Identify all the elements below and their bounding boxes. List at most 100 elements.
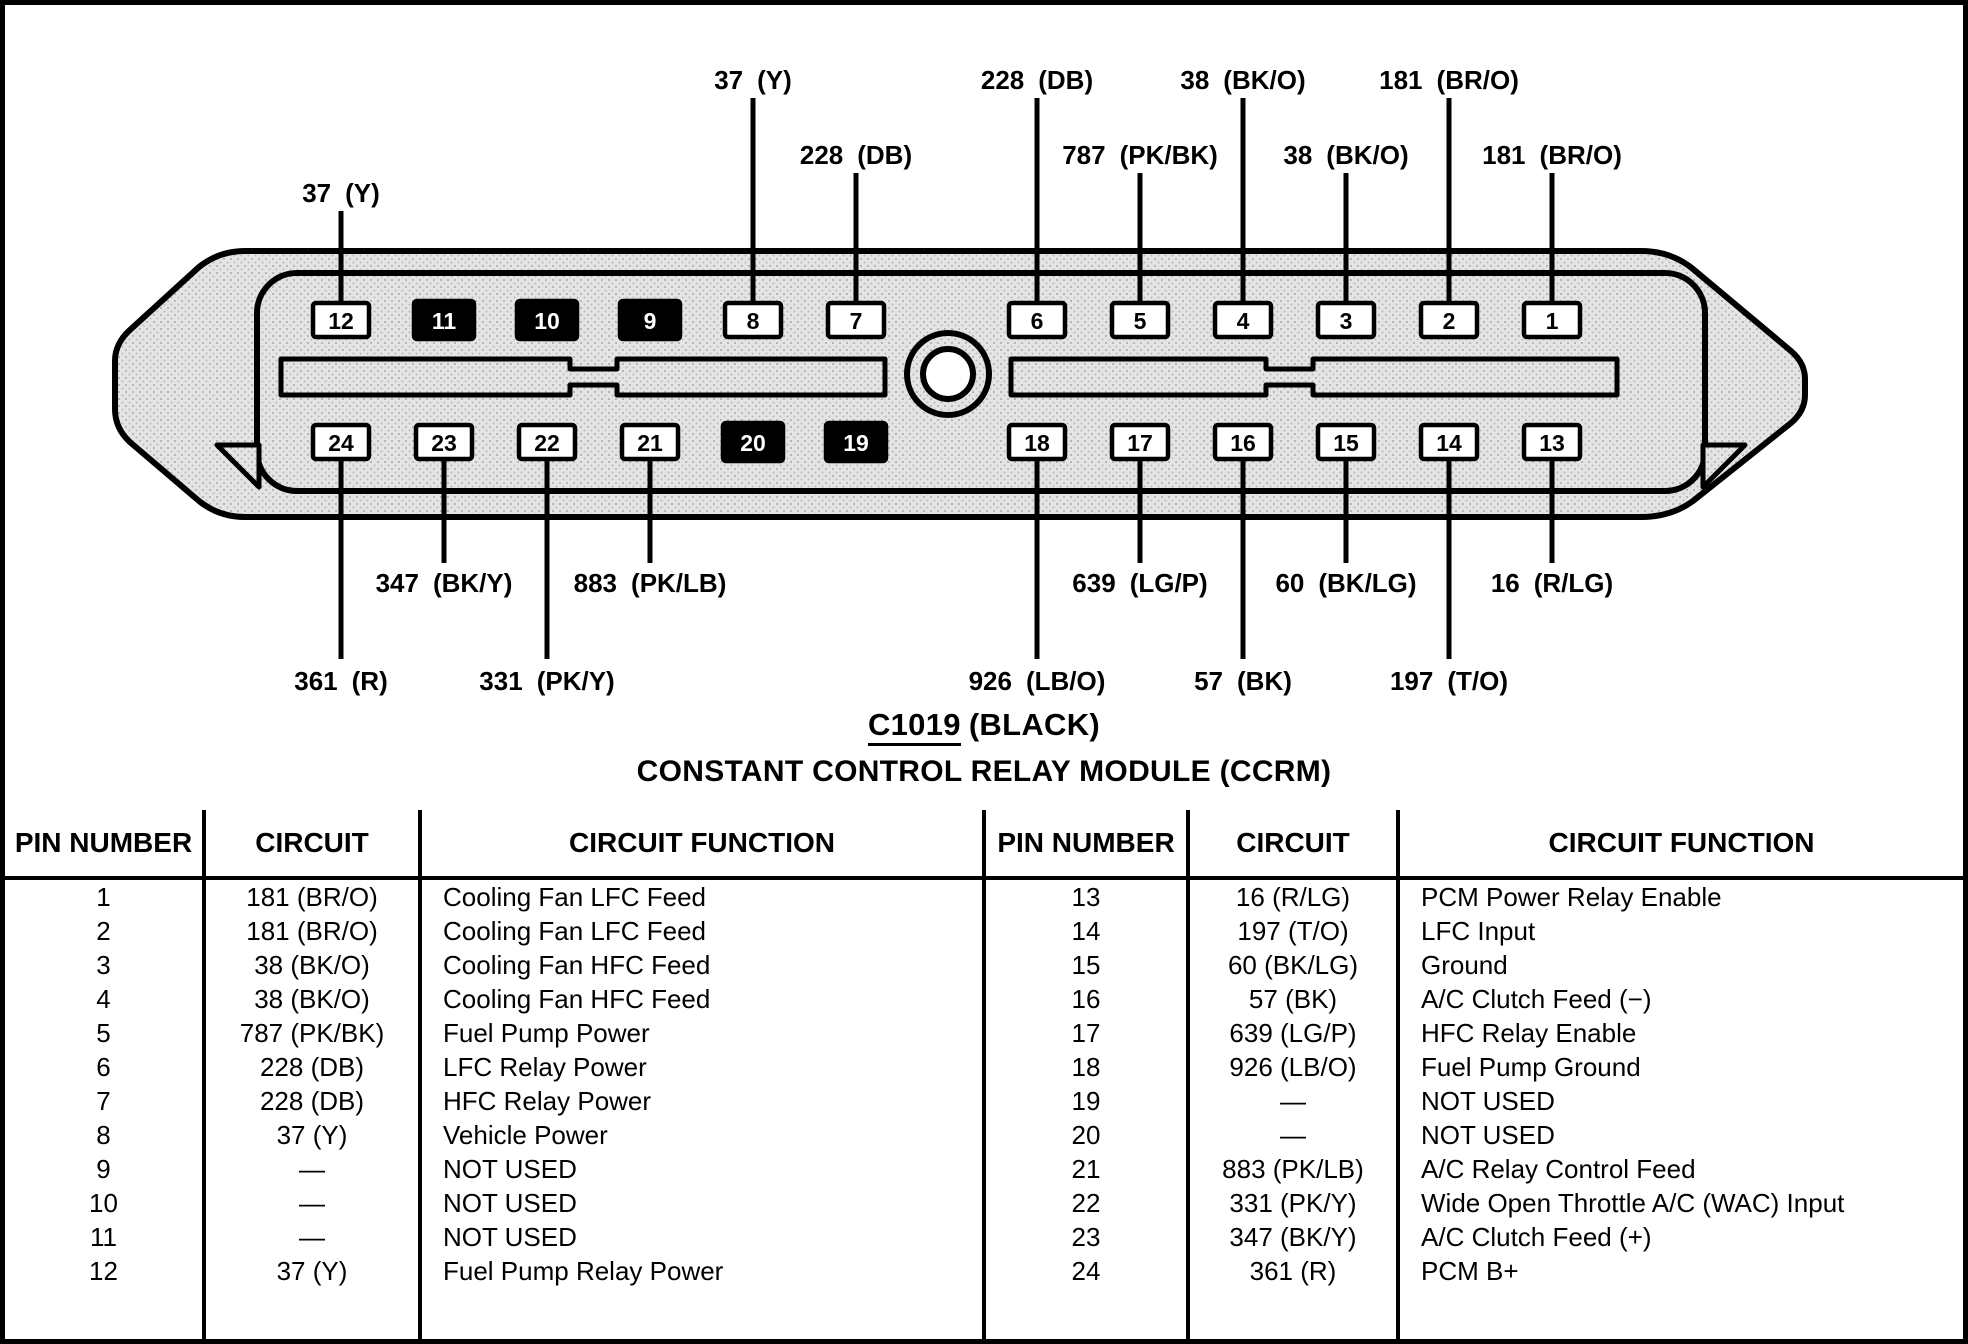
circuit-cell: 37 (Y) <box>204 1254 422 1288</box>
pin-number-cell: 24 <box>984 1254 1190 1288</box>
connector-screw-hole-inner <box>920 346 976 402</box>
circuit-function-cell: Cooling Fan HFC Feed <box>420 982 986 1016</box>
circuit-function-cell: NOT USED <box>1421 1120 1555 1150</box>
table-filler-row <box>5 1288 1963 1339</box>
pin-number-cell: 19 <box>984 1084 1190 1118</box>
pin-number-cell: 14 <box>984 914 1190 948</box>
wire-label-18: 926 (LB/O) <box>969 666 1106 696</box>
wire-label-23: 347 (BK/Y) <box>376 568 513 598</box>
connector-subtitle: CONSTANT CONTROL RELAY MODULE (CCRM) <box>636 755 1332 788</box>
pin-3 <box>1315 300 1377 340</box>
pin-21-number: 21 <box>637 430 663 456</box>
connector-slot-right <box>1008 356 1620 398</box>
pin-18 <box>1006 422 1068 462</box>
pin-13-number: 13 <box>1539 430 1565 456</box>
circuit-cell: 38 (BK/O) <box>204 982 422 1016</box>
pin-number-cell: 10 <box>5 1186 206 1220</box>
wire-label-8: 37 (Y) <box>714 65 792 95</box>
circuit-cell: 181 (BR/O) <box>204 914 422 948</box>
circuit-cell: 787 (PK/BK) <box>204 1016 422 1050</box>
table-row: 9— NOT USED 21 883 (PK/LB) A/C Relay Control… <box>5 1152 1963 1186</box>
pin-2-number: 2 <box>1443 308 1456 334</box>
circuit-function-cell: Ground <box>1421 950 1508 980</box>
pin-5-number: 5 <box>1134 308 1147 334</box>
connector-diagram: 37 (Y) 228 (DB) 38 (BK/O) 181 (BR/O) 37 (Y) 228 (DB… <box>5 5 1963 810</box>
wire-label-4: 38 (BK/O) <box>1180 65 1305 95</box>
pin-6-number: 6 <box>1031 308 1044 334</box>
circuit-function-cell: PCM Power Relay Enable <box>1421 882 1722 912</box>
table-row: 4 38 (BK/O) Cooling Fan HFC Feed 16 57 (BK) A… <box>5 982 1963 1016</box>
header-circuit-function-right: CIRCUIT FUNCTION <box>1398 810 1963 880</box>
pin-number-cell: 6 <box>5 1050 206 1084</box>
pin-22 <box>516 422 578 462</box>
pin-number-cell: 4 <box>5 982 206 1016</box>
wire-label-17: 639 (LG/P) <box>1072 568 1207 598</box>
pin-6 <box>1006 300 1068 340</box>
pin-10 <box>514 298 580 342</box>
pin-9 <box>617 298 683 342</box>
pin-number-cell: 7 <box>5 1084 206 1118</box>
pin-23-number: 23 <box>431 430 457 456</box>
circuit-cell: 57 (BK) <box>1188 982 1400 1016</box>
pin-number-cell: 1 <box>5 878 206 914</box>
wire-label-14: 197 (T/O) <box>1390 666 1508 696</box>
circuit-function-cell: A/C Clutch Feed (+) <box>1421 1222 1652 1252</box>
pin-23 <box>413 422 475 462</box>
circuit-cell: 60 (BK/LG) <box>1188 948 1400 982</box>
table-row: 7 228 (DB) HFC Relay Power 19— NOT USED <box>5 1084 1963 1118</box>
pin-number-cell: 21 <box>984 1152 1190 1186</box>
empty-cell <box>1398 1288 1963 1339</box>
connector-key-right <box>1700 442 1748 490</box>
pin-8 <box>722 300 784 340</box>
table-row: 11— NOT USED 23 347 (BK/Y) A/C Clutch Feed (… <box>5 1220 1963 1254</box>
circuit-cell: 228 (DB) <box>204 1050 422 1084</box>
wire-label-22: 331 (PK/Y) <box>479 666 614 696</box>
pin-11 <box>411 298 477 342</box>
table-row: 6 228 (DB) LFC Relay Power 18 926 (LB/O) Fuel… <box>5 1050 1963 1084</box>
circuit-function-cell: Cooling Fan HFC Feed <box>420 948 986 982</box>
pin-number-cell: 3 <box>5 948 206 982</box>
table-row: 10— NOT USED 22 331 (PK/Y) Wide Open Throttl… <box>5 1186 1963 1220</box>
pin-24-number: 24 <box>328 430 354 456</box>
header-pin-number-left: PIN NUMBER <box>5 810 206 880</box>
pin-14-number: 14 <box>1436 430 1462 456</box>
connector-color-label: (BLACK) <box>968 707 1101 742</box>
pin-number-cell: 11 <box>5 1220 206 1254</box>
pinout-table: PIN NUMBER CIRCUIT CIRCUIT FUNCTION PIN … <box>5 810 1963 1339</box>
circuit-cell: — <box>1188 1084 1400 1118</box>
pin-15-number: 15 <box>1333 430 1359 456</box>
table-row: 1 181 (BR/O) Cooling Fan LFC Feed 13 16 (R/L… <box>5 878 1963 914</box>
circuit-cell: 181 (BR/O) <box>204 878 422 914</box>
circuit-function-cell: NOT USED <box>1421 1086 1555 1116</box>
circuit-cell: — <box>204 1152 422 1186</box>
connector-slot-left <box>278 356 888 398</box>
pin-5 <box>1109 300 1171 340</box>
circuit-cell: 361 (R) <box>1188 1254 1400 1288</box>
connector-title: C1019 (BLACK) <box>5 707 1963 746</box>
diagram-title-block: C1019 (BLACK) CONSTANT CONTROL RELAY MODU… <box>5 707 1963 789</box>
circuit-function-cell: A/C Relay Control Feed <box>1421 1154 1696 1184</box>
pin-14 <box>1418 422 1480 462</box>
pin-20 <box>720 420 786 464</box>
wire-label-1: 181 (BR/O) <box>1482 140 1622 170</box>
circuit-function-cell: NOT USED <box>420 1186 986 1220</box>
circuit-function-cell: Fuel Pump Relay Power <box>420 1254 986 1288</box>
circuit-cell: 331 (PK/Y) <box>1188 1186 1400 1220</box>
pin-10-number: 10 <box>534 308 560 334</box>
wire-label-12: 37 (Y) <box>302 178 380 208</box>
circuit-function-cell: HFC Relay Power <box>420 1084 986 1118</box>
circuit-cell: 37 (Y) <box>204 1118 422 1152</box>
pin-4-number: 4 <box>1237 308 1250 334</box>
circuit-function-cell: Wide Open Throttle A/C (WAC) Input <box>1421 1188 1845 1218</box>
circuit-cell: 16 (R/LG) <box>1188 878 1400 914</box>
pin-9-number: 9 <box>644 308 657 334</box>
pin-7 <box>825 300 887 340</box>
wire-label-3: 38 (BK/O) <box>1283 140 1408 170</box>
pin-number-cell: 17 <box>984 1016 1190 1050</box>
pin-number-cell: 15 <box>984 948 1190 982</box>
pin-number-cell: 16 <box>984 982 1190 1016</box>
pin-number-cell: 9 <box>5 1152 206 1186</box>
pin-19 <box>823 420 889 464</box>
circuit-function-cell: Fuel Pump Ground <box>1421 1052 1641 1082</box>
